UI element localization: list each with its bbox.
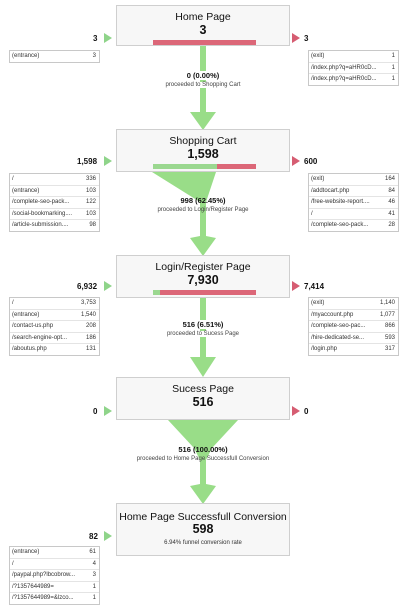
proceed-count: 0 (0.00%): [116, 71, 290, 80]
table-row[interactable]: (exit) 1: [309, 51, 398, 63]
stage-count: 1,598: [187, 147, 219, 161]
entry-arrow-icon: [104, 33, 112, 43]
funnel-conversion-rate: 6.94% funnel conversion rate: [164, 540, 242, 546]
exit-table: (exit) 164 /addtocart.php 84 /free-website…: [308, 173, 399, 232]
exit-count: 600: [304, 157, 318, 166]
stage-name: Login/Register Page: [155, 261, 251, 273]
stage-count: 598: [192, 522, 214, 536]
table-row[interactable]: /contact-us.php 208: [10, 321, 99, 333]
table-row[interactable]: /myaccount.php 1,077: [309, 310, 398, 321]
table-row[interactable]: /hire-dedicated-se... 593: [309, 333, 398, 344]
proceed-label: proceeded to Sucess Page: [116, 331, 290, 337]
exit-count: 0: [304, 407, 309, 416]
entrance-table: /336 (entrance) 103 /complete-seo-pack...…: [9, 173, 100, 232]
stage-name: Home Page: [175, 11, 231, 23]
table-row[interactable]: /free-website-report.... 46: [309, 197, 398, 209]
table-row[interactable]: /index.php?q=aHR0cD... 1: [309, 63, 398, 74]
funnel-taper: [168, 420, 238, 504]
table-row[interactable]: /social-bookmarking.... 103: [10, 209, 99, 220]
entry-arrow-icon: [104, 156, 112, 166]
stage-count: 516: [192, 395, 214, 409]
exit-arrow-icon: [292, 33, 300, 43]
bar-proceed-fill: [153, 290, 160, 295]
table-row[interactable]: /aboutus.php 131: [12, 346, 96, 352]
table-row[interactable]: /complete-seo-pac... 866: [309, 321, 398, 333]
table-row[interactable]: /3,753: [10, 298, 99, 310]
proceed-count: 516 (6.51%): [116, 320, 290, 329]
table-row[interactable]: /search-engine-opt... 186: [10, 333, 99, 344]
entry-arrow-icon: [104, 281, 112, 291]
funnel-stage-sucess-page[interactable]: Sucess Page 516: [116, 377, 290, 420]
stage-name: Sucess Page: [172, 383, 234, 395]
entry-count: 1,598: [77, 157, 98, 166]
table-row[interactable]: (exit) 1,140: [309, 298, 398, 310]
stage-progress-bar: [153, 40, 256, 45]
stage-progress-bar: [153, 290, 256, 295]
table-row[interactable]: /index.php?q=aHR0cD... 1: [311, 76, 395, 82]
table-row[interactable]: /41: [309, 209, 398, 220]
table-row[interactable]: (entrance) 3: [12, 53, 96, 59]
table-row[interactable]: /complete-seo-pack... 122: [10, 197, 99, 209]
table-row[interactable]: (entrance) 103: [10, 186, 99, 197]
funnel-arrowhead: [190, 112, 216, 130]
exit-arrow-icon: [292, 156, 300, 166]
entrance-table: (entrance) 3: [9, 50, 100, 63]
entry-count: 3: [93, 34, 98, 43]
proceed-count: 998 (62.45%): [180, 196, 226, 205]
funnel-connector: [200, 298, 206, 360]
funnel-stage-shopping-cart[interactable]: Shopping Cart 1,598: [116, 129, 290, 172]
stage-count: 3: [199, 23, 207, 37]
entrance-table: (entrance) 61 /4 /paypal.php?lbcobrow... 3…: [9, 546, 100, 605]
proceed-label: proceeded to Login/Register Page: [157, 207, 249, 213]
funnel-connector: [200, 46, 206, 116]
table-row[interactable]: /paypal.php?lbcobrow... 3: [10, 570, 99, 582]
stage-name: Shopping Cart: [169, 135, 237, 147]
stage-name: Home Page Successfull Conversion: [119, 511, 287, 523]
exit-table: (exit) 1,140 /myaccount.php 1,077 /complet…: [308, 297, 399, 356]
table-row[interactable]: /article-submission.... 98: [12, 222, 96, 228]
funnel-stage-home-page[interactable]: Home Page 3: [116, 5, 290, 46]
entry-arrow-icon: [104, 406, 112, 416]
bar-proceed-fill: [153, 164, 218, 169]
stage-count: 7,930: [187, 273, 219, 287]
exit-count: 3: [304, 34, 309, 43]
proceed-count: 516 (100.00%): [178, 445, 228, 454]
table-row[interactable]: (entrance) 1,540: [10, 310, 99, 321]
table-row[interactable]: /?1357644989= 1: [10, 582, 99, 593]
table-row[interactable]: /?1357644989=&lzco... 1: [12, 595, 96, 601]
funnel-stage-conversion[interactable]: Home Page Successfull Conversion 598 6.9…: [116, 503, 290, 556]
table-row[interactable]: /4: [10, 559, 99, 570]
entry-count: 82: [89, 532, 98, 541]
entry-count: 6,932: [77, 282, 98, 291]
stage-progress-bar: [153, 164, 256, 169]
exit-count: 7,414: [304, 282, 325, 291]
exit-table: (exit) 1 /index.php?q=aHR0cD... 1 /index.p…: [308, 50, 399, 86]
entry-count: 0: [93, 407, 98, 416]
table-row[interactable]: (exit) 164: [309, 174, 398, 186]
funnel-stage-login-register[interactable]: Login/Register Page 7,930: [116, 255, 290, 298]
funnel-taper: [152, 172, 216, 256]
table-row[interactable]: /login.php 317: [311, 346, 395, 352]
exit-arrow-icon: [292, 406, 300, 416]
table-row[interactable]: /336: [10, 174, 99, 186]
funnel-arrowhead: [190, 357, 216, 377]
proceed-label: proceeded to Shopping Cart: [116, 82, 290, 88]
entrance-table: /3,753 (entrance) 1,540 /contact-us.php 20…: [9, 297, 100, 356]
table-row[interactable]: /complete-seo-pack... 28: [311, 222, 395, 228]
entry-arrow-icon: [104, 531, 112, 541]
table-row[interactable]: /addtocart.php 84: [309, 186, 398, 197]
table-row[interactable]: (entrance) 61: [10, 547, 99, 559]
proceed-label: proceeded to Home Page Successfull Conve…: [136, 456, 270, 462]
exit-arrow-icon: [292, 281, 300, 291]
